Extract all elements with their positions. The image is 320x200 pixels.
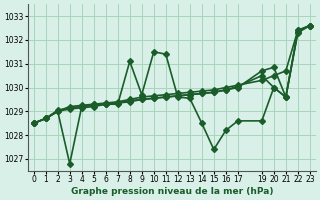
X-axis label: Graphe pression niveau de la mer (hPa): Graphe pression niveau de la mer (hPa) bbox=[70, 187, 273, 196]
